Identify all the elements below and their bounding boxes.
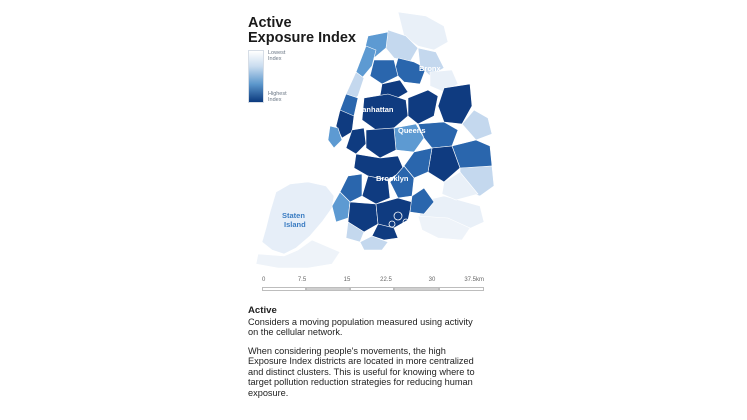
description-line-1: Considers a moving population measured u…: [248, 316, 473, 327]
description-line-2: on the cellular network.: [248, 327, 343, 337]
district-manhattan-4[interactable]: [335, 109, 355, 139]
district-outer-light: [255, 239, 341, 269]
district-brooklyn-3[interactable]: [361, 175, 391, 205]
district-jamaica-bay: [417, 215, 471, 241]
legend-highest-label: Highest Index: [268, 91, 287, 103]
district-brooklyn-7[interactable]: [375, 197, 413, 229]
district-manhattan-1[interactable]: [355, 45, 377, 79]
district-queens-1[interactable]: [361, 93, 409, 131]
scale-segment-4: [394, 287, 439, 291]
district-brooklyn-8[interactable]: [409, 187, 435, 215]
district-brooklyn-5[interactable]: [331, 191, 351, 223]
district-bronx-7[interactable]: [369, 59, 399, 85]
scale-segment-5: [439, 287, 484, 291]
label-staten-island-line2: Island: [284, 220, 306, 229]
district-queens-12[interactable]: [441, 171, 479, 201]
scale-tick-3: 22.5: [380, 277, 392, 283]
description-heading: Active: [248, 305, 277, 316]
district-queens-7[interactable]: [365, 127, 397, 159]
district-manhattan-6[interactable]: [345, 127, 367, 155]
district-brooklyn-6[interactable]: [347, 201, 379, 233]
description: Active Considers a moving population mea…: [248, 305, 508, 406]
description-paragraph-2: When considering people's movements, the…: [248, 345, 475, 398]
legend-lowest-label: Lowest Index: [268, 50, 286, 62]
scale-tick-5: 37.5km: [464, 277, 484, 283]
title-line-1: Active: [248, 15, 292, 31]
scale-tick-2: 15: [343, 277, 351, 283]
scale-tick-0: 0: [262, 277, 266, 283]
district-staten-island[interactable]: [261, 181, 335, 255]
district-queens-10[interactable]: [403, 147, 433, 179]
map-title: Active Exposure Index: [248, 16, 356, 46]
scale-bar: 0 7.5 15 22.5 30 37.5km: [262, 277, 484, 297]
label-manhattan: Manhattan: [356, 105, 394, 114]
label-bronx: Bronx: [419, 64, 441, 73]
map-svg: Bronx Manhattan Queens Brooklyn Staten I…: [255, 11, 495, 269]
district-queens-2[interactable]: [407, 89, 439, 125]
description-intro: Active Considers a moving population mea…: [248, 305, 508, 338]
district-brooklyn-11[interactable]: [359, 235, 389, 251]
district-brooklyn-2[interactable]: [389, 165, 415, 199]
scale-tick-4: 30: [428, 277, 436, 283]
label-staten-island-line1: Staten: [282, 211, 305, 220]
district-queens-4[interactable]: [461, 109, 493, 141]
label-brooklyn: Brooklyn: [376, 174, 409, 183]
scale-tick-1: 7.5: [297, 277, 307, 283]
scale-segment-1: [262, 287, 306, 291]
label-queens: Queens: [398, 126, 426, 135]
legend-gradient-bar: [248, 50, 264, 103]
district-brooklyn-4[interactable]: [339, 173, 363, 203]
district-manhattan-5[interactable]: [327, 125, 343, 149]
coney-island-marks: [388, 211, 410, 228]
map-legend: Lowest Index Highest Index: [248, 50, 318, 106]
title-line-2: Exposure Index: [248, 30, 356, 46]
nyc-exposure-map: Bronx Manhattan Queens Brooklyn Staten I…: [248, 6, 500, 274]
scale-segment-2: [306, 287, 350, 291]
scale-segment-3: [350, 287, 394, 291]
